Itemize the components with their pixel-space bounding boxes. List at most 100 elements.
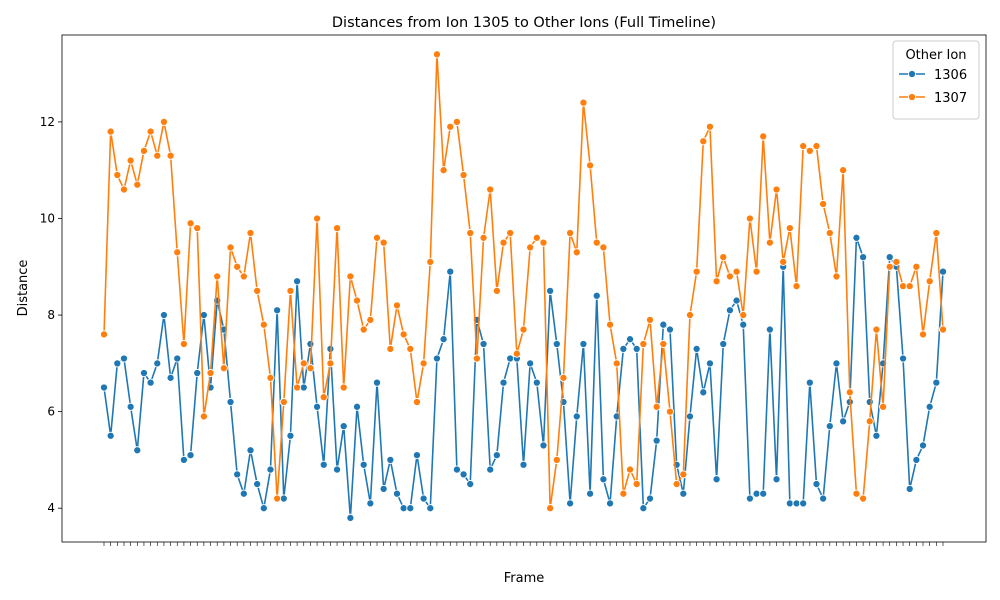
data-point-1307 <box>779 257 788 266</box>
data-point-1307 <box>732 267 741 276</box>
data-point-1307 <box>166 151 175 160</box>
data-point-1307 <box>559 373 568 382</box>
data-point-1307 <box>772 185 781 194</box>
data-point-1306 <box>732 296 741 305</box>
data-point-1307 <box>366 315 375 324</box>
data-point-1307 <box>392 301 402 310</box>
data-point-1306 <box>699 388 708 397</box>
data-point-1307 <box>665 407 675 416</box>
data-point-1307 <box>213 272 222 281</box>
data-point-1306 <box>359 460 368 469</box>
data-point-1307 <box>699 137 708 146</box>
data-point-1307 <box>805 146 814 155</box>
data-point-1306 <box>273 306 282 315</box>
data-point-1306 <box>692 344 701 353</box>
data-point-1306 <box>566 499 575 508</box>
data-point-1306 <box>918 441 928 450</box>
data-point-1306 <box>526 359 535 368</box>
data-point-1306 <box>652 436 661 445</box>
series-layer <box>99 50 948 522</box>
data-point-1307 <box>246 228 255 238</box>
data-point-1306 <box>392 489 402 498</box>
data-point-1306 <box>193 368 202 378</box>
data-point-1306 <box>759 489 768 498</box>
data-point-1306 <box>346 513 355 522</box>
data-point-1307 <box>372 233 382 242</box>
data-point-1307 <box>139 146 148 155</box>
data-point-1306 <box>366 499 375 508</box>
legend-entry-1306: 1306 <box>899 68 967 83</box>
data-point-1307 <box>899 282 908 291</box>
data-point-1307 <box>865 417 874 426</box>
data-point-1307 <box>339 383 348 392</box>
y-tick-label: 8 <box>47 308 55 322</box>
data-point-1306 <box>339 422 348 431</box>
data-point-1306 <box>938 267 948 276</box>
data-point-1307 <box>492 286 501 295</box>
data-point-1306 <box>179 455 188 464</box>
data-point-1306 <box>126 402 135 411</box>
data-point-1306 <box>932 378 941 387</box>
data-point-1306 <box>406 504 415 513</box>
data-point-1307 <box>126 156 135 165</box>
data-point-1306 <box>659 320 668 329</box>
data-point-1307 <box>765 238 774 247</box>
data-point-1307 <box>819 199 828 209</box>
data-point-1307 <box>146 127 155 136</box>
data-point-1306 <box>632 344 641 353</box>
legend-entry-1307: 1307 <box>899 91 967 106</box>
data-point-1306 <box>532 378 541 387</box>
data-point-1307 <box>659 339 668 349</box>
data-point-1306 <box>333 465 342 474</box>
data-point-1307 <box>253 286 262 295</box>
data-point-1307 <box>759 132 768 141</box>
data-point-1306 <box>313 402 322 411</box>
chart-title: Distances from Ion 1305 to Other Ions (F… <box>332 15 716 31</box>
data-point-1306 <box>426 504 435 513</box>
data-point-1307 <box>379 238 388 247</box>
data-point-1307 <box>426 257 435 266</box>
data-point-1306 <box>872 431 881 440</box>
data-point-1307 <box>532 233 541 242</box>
data-point-1307 <box>645 315 655 324</box>
data-point-1307 <box>639 339 648 349</box>
data-point-1306 <box>506 354 515 363</box>
data-point-1307 <box>219 364 228 373</box>
data-point-1307 <box>938 325 948 334</box>
data-point-1307 <box>912 262 921 271</box>
data-point-1307 <box>106 127 115 136</box>
data-point-1306 <box>839 417 848 426</box>
data-point-1306 <box>139 368 148 378</box>
data-point-1306 <box>899 354 908 363</box>
data-point-1306 <box>772 475 781 484</box>
data-point-1306 <box>432 354 441 363</box>
data-point-1307 <box>293 383 302 392</box>
data-point-1306 <box>106 431 115 440</box>
data-point-1307 <box>452 117 461 126</box>
x-axis <box>103 542 944 546</box>
data-point-1306 <box>266 465 275 474</box>
data-point-1307 <box>925 277 934 286</box>
data-point-1307 <box>352 296 362 305</box>
data-point-1307 <box>612 359 621 368</box>
data-point-1307 <box>918 330 928 339</box>
data-point-1307 <box>566 228 575 238</box>
data-point-1307 <box>785 224 794 233</box>
data-point-1306 <box>805 378 814 387</box>
data-point-1306 <box>719 339 728 349</box>
data-point-1307 <box>719 253 728 262</box>
data-point-1306 <box>186 451 195 460</box>
data-point-1307 <box>526 243 535 252</box>
data-point-1306 <box>619 344 628 353</box>
data-point-1307 <box>306 364 315 373</box>
data-point-1307 <box>133 180 142 189</box>
data-point-1307 <box>739 311 748 320</box>
data-point-1306 <box>586 489 595 498</box>
data-point-1306 <box>859 253 868 262</box>
data-point-1307 <box>712 277 721 286</box>
data-point-1307 <box>499 238 508 247</box>
y-axis: 4 6 8 10 12 <box>40 115 62 515</box>
data-point-1306 <box>439 335 448 344</box>
data-point-1307 <box>892 257 901 266</box>
